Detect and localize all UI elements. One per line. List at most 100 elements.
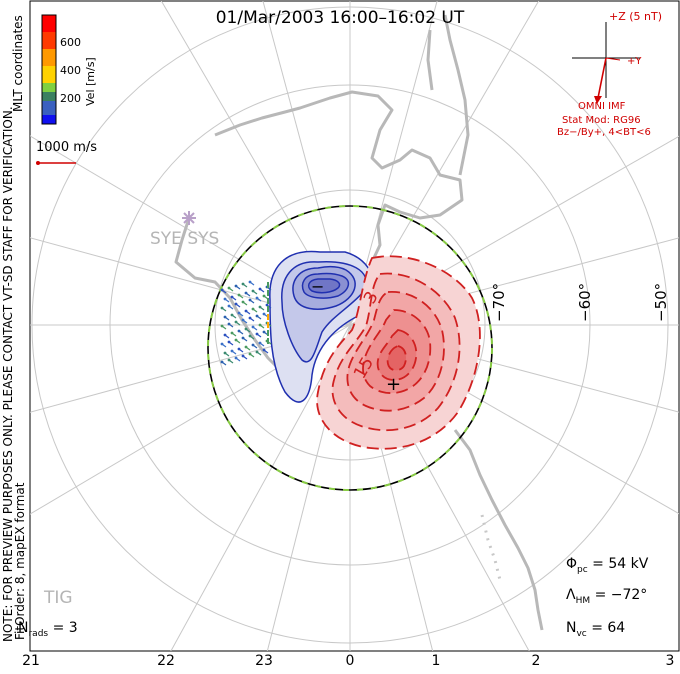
positive-potential-cell — [316, 255, 481, 450]
imf-condition: Bz−/By+, 4<BT<6 — [557, 127, 651, 138]
velocity-vector-origin — [230, 349, 234, 353]
velocity-vector-origin — [227, 304, 231, 308]
velocity-vector-origin — [255, 332, 259, 336]
mlt-label-23: 23 — [255, 653, 273, 669]
velocity-vector-origin — [230, 313, 234, 317]
velocity-vector-origin — [258, 305, 262, 309]
velocity-vector-origin — [230, 331, 234, 335]
map-title: 01/Mar/2003 16:00–16:02 UT — [215, 8, 465, 28]
map-frame — [29, 0, 680, 652]
velocity-vector-origin — [220, 360, 224, 364]
velocity-vector-origin — [227, 322, 231, 326]
coordinates-note: MLT coordinates — [11, 15, 25, 112]
velocity-vector-origin — [220, 342, 224, 346]
velocity-vector-origin — [223, 315, 227, 319]
stat-phi-pc: Φpc = 54 kV — [566, 556, 649, 575]
colorbar-tick-400: 400 — [60, 64, 81, 77]
hm-boundary-dash — [207, 205, 493, 491]
colorbar-tick-600: 600 — [60, 36, 81, 49]
velocity-vector-origin — [248, 280, 252, 284]
velocity-vector-origin — [241, 282, 245, 286]
velocity-vector-origin — [237, 311, 241, 315]
velocity-vector-origin — [237, 293, 241, 297]
potential-max-marker: + — [386, 374, 401, 395]
colorbar-label: Vel [m/s] — [84, 57, 97, 106]
velocity-vector-origin — [227, 286, 231, 290]
velocity-vector-origin — [262, 348, 266, 352]
syowa-station-marker — [182, 211, 196, 225]
velocity-vector-origin — [251, 343, 255, 347]
velocity-vector-origin — [251, 307, 255, 311]
velocity-vector-origin — [237, 329, 241, 333]
velocity-vector-origin — [248, 298, 252, 302]
velocity-vector-origin — [248, 316, 252, 320]
coastline-2 — [174, 214, 301, 390]
velocity-vector-origin — [241, 300, 245, 304]
velocity-colorbar — [41, 14, 57, 125]
coastline — [214, 90, 464, 263]
vector-scale-bar — [36, 161, 76, 165]
imf-model: Stat Mod: RG96 — [562, 115, 641, 126]
imf-y-label: +Y — [627, 56, 642, 67]
velocity-vector-origin — [223, 351, 227, 355]
velocity-vector-origin — [248, 352, 252, 356]
stat-nvc: Nvc = 64 — [566, 620, 626, 639]
velocity-vector-origin — [227, 340, 231, 344]
velocity-vector-origin — [244, 327, 248, 331]
colorbar-tick-200: 200 — [60, 92, 81, 105]
velocity-vector-origin — [244, 291, 248, 295]
velocity-vector-origin — [262, 294, 266, 298]
mlt-label-21: 21 — [22, 653, 40, 669]
station-label-syowa: SYE SYS — [150, 229, 220, 249]
velocity-vector-origin — [255, 314, 259, 318]
velocity-vectors — [220, 280, 272, 366]
velocity-vector-origin — [251, 289, 255, 293]
mlt-label-2: 2 — [531, 653, 541, 669]
imf-z-label: +Z (5 nT) — [609, 10, 663, 23]
station-label-tig: TIG — [44, 588, 73, 608]
fit-order-note: FitOrder: 8, mapEX format — [13, 482, 27, 640]
stat-nrads: Nrads = 3 — [18, 620, 78, 639]
imf-clock — [572, 22, 640, 104]
velocity-vector-origin — [234, 320, 238, 324]
velocity-vector-origin — [234, 356, 238, 360]
velocity-vector-origin — [251, 325, 255, 329]
lat-label-50: −50° — [652, 282, 670, 322]
coastline-3 — [426, 14, 470, 176]
velocity-vector-origin — [220, 324, 224, 328]
velocity-vector-origin — [237, 347, 241, 351]
velocity-vector-origin — [262, 330, 266, 334]
velocity-vector-origin — [258, 287, 262, 291]
velocity-vector-origin — [258, 323, 262, 327]
stat-lambda-hm: ΛHM = −72° — [566, 587, 648, 606]
velocity-vector-origin — [230, 295, 234, 299]
velocity-vector-origin — [223, 297, 227, 301]
lat-label-60: −60° — [576, 282, 594, 322]
velocity-vector-origin — [255, 296, 259, 300]
velocity-vector-origin — [265, 303, 269, 307]
velocity-vector-origin — [241, 336, 245, 340]
peninsula-dots — [480, 514, 502, 581]
mlt-label-0: 0 — [345, 653, 355, 669]
velocity-vector-origin — [244, 345, 248, 349]
velocity-vector-origin — [244, 309, 248, 313]
velocity-vector-origin — [223, 333, 227, 337]
velocity-vector-origin — [234, 338, 238, 342]
velocity-vector-origin — [255, 350, 259, 354]
velocity-vector-origin — [234, 284, 238, 288]
lat-label-70: −70° — [490, 282, 508, 322]
velocity-vector-origin — [227, 358, 231, 362]
potential-min-marker: − — [311, 277, 324, 296]
peninsula — [453, 429, 544, 631]
velocity-vector-origin — [258, 341, 262, 345]
mlt-label-3: 3 — [665, 653, 675, 669]
velocity-vector-origin — [220, 306, 224, 310]
velocity-vector-origin — [262, 312, 266, 316]
velocity-vector-origin — [248, 334, 252, 338]
imf-source: OMNI IMF — [578, 101, 626, 112]
mlt-label-1: 1 — [431, 653, 441, 669]
mlt-label-22: 22 — [157, 653, 175, 669]
velocity-vector-origin — [241, 318, 245, 322]
velocity-vector-origin — [234, 302, 238, 306]
